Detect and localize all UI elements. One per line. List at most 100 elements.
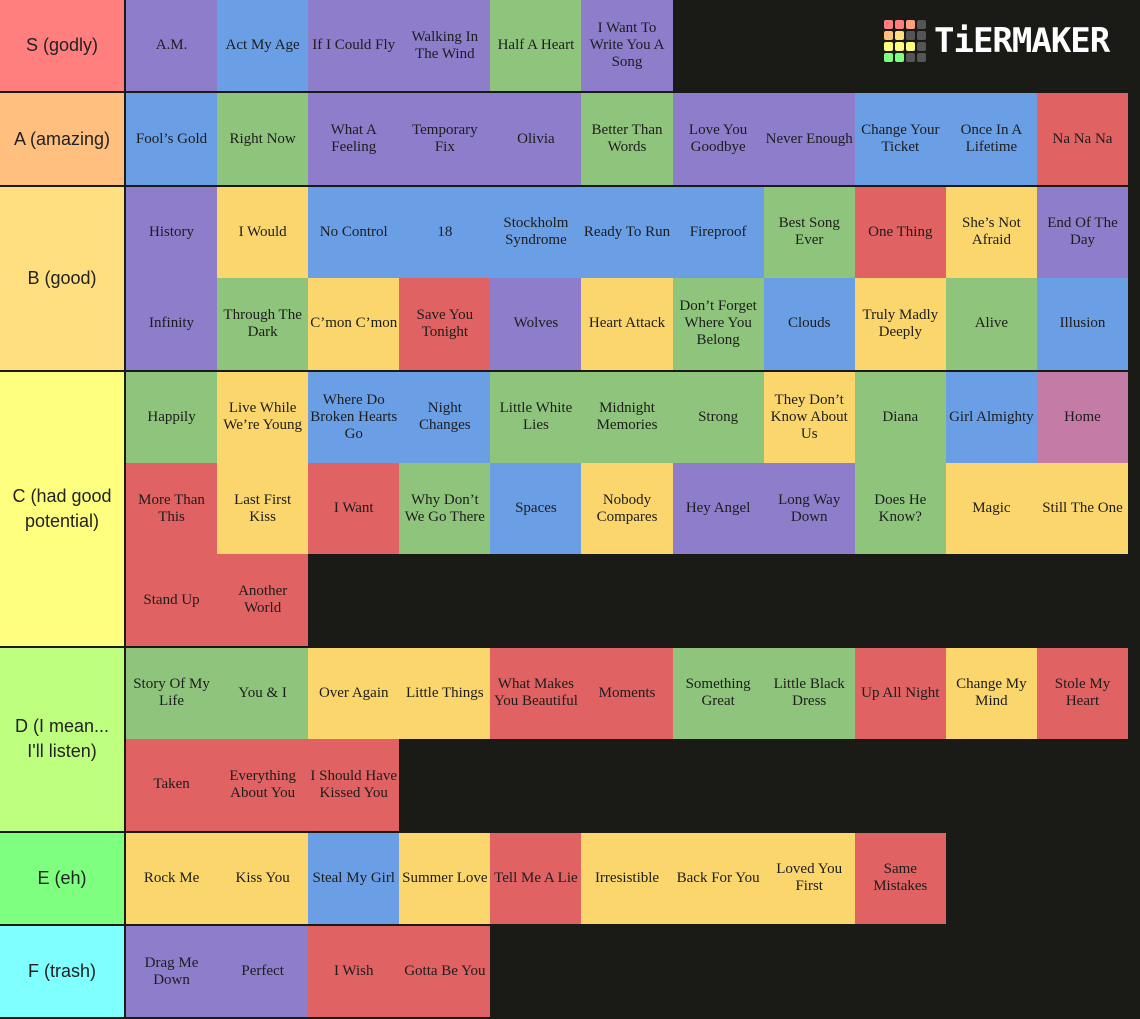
item-card: Diana: [854, 371, 946, 463]
tier-row: E (eh) Rock Me Kiss You Steal My Girl Summer…: [0, 832, 1140, 924]
tier-items: A.M. Act My Age If I Could Fly Walking In T…: [126, 0, 1128, 92]
item-card: Illusion: [1036, 278, 1129, 370]
item-card: Tell Me A Lie: [490, 832, 582, 924]
item-card: Stole My Heart: [1036, 647, 1129, 740]
item-card: Why Don’t We Go There: [399, 462, 491, 555]
item-card: Last First Kiss: [217, 462, 309, 555]
item-card: Irresistible: [581, 832, 673, 924]
logo-icon: [884, 20, 926, 62]
item-card: Ready To Run: [581, 186, 673, 279]
item-card: Long Way Down: [763, 462, 855, 555]
item-card: Girl Almighty: [945, 371, 1037, 463]
item-card: Stand Up: [126, 554, 218, 646]
item-card: Stockholm Syndrome: [490, 186, 582, 279]
item-card: Don’t Forget Where You Belong: [672, 278, 764, 370]
item-card: Little Things: [399, 647, 491, 740]
item-card: Taken: [126, 739, 218, 831]
item-card: Fool’s Gold: [126, 93, 218, 185]
item-card: Up All Night: [854, 647, 946, 740]
tier-label: D (I mean... I'll listen): [0, 647, 124, 831]
item-card: Through The Dark: [217, 278, 309, 370]
item-card: Strong: [672, 371, 764, 463]
item-card: One Thing: [854, 186, 946, 279]
item-card: Act My Age: [217, 0, 309, 92]
item-card: Walking In The Wind: [399, 0, 491, 92]
item-card: Does He Know?: [854, 462, 946, 555]
tier-row: B (good) History I Would No Control 18 Stockh…: [0, 186, 1140, 370]
tier-row: F (trash) Drag Me Down Perfect I Wish Gotta …: [0, 925, 1140, 1018]
item-card: Everything About You: [217, 739, 309, 831]
item-card: Spaces: [490, 462, 582, 555]
item-card: Change My Mind: [945, 647, 1037, 740]
item-card: No Control: [308, 186, 400, 279]
item-card: Temporary Fix: [399, 93, 491, 185]
item-card: Clouds: [763, 278, 855, 370]
item-card: Alive: [945, 278, 1037, 370]
item-card: Best Song Ever: [763, 186, 855, 279]
item-card: Right Now: [217, 93, 309, 185]
item-card: Little Black Dress: [763, 647, 855, 740]
logo-text: TiERMAKER: [934, 21, 1110, 61]
tier-items: Story Of My Life You & I Over Again Little …: [126, 647, 1129, 831]
item-card: I Want: [308, 462, 400, 555]
item-card: Hey Angel: [672, 462, 764, 555]
item-card: Kiss You: [217, 832, 309, 924]
item-card: Back For You: [672, 832, 764, 924]
item-card: I Want To Write You A Song: [581, 0, 673, 92]
item-card: Still The One: [1036, 462, 1129, 555]
tier-row: A (amazing) Fool’s Gold Right Now What A Fe…: [0, 93, 1140, 185]
tier-label: B (good): [0, 186, 124, 370]
item-card: History: [126, 186, 218, 279]
item-card: If I Could Fly: [308, 0, 400, 92]
item-card: Fireproof: [672, 186, 764, 279]
item-card: Live While We’re Young: [217, 371, 309, 463]
item-card: Moments: [581, 647, 673, 740]
item-card: What A Feeling: [308, 93, 400, 185]
item-card: Love You Goodbye: [672, 93, 764, 185]
item-card: Midnight Memories: [581, 371, 673, 463]
item-card: Little White Lies: [490, 371, 582, 463]
item-card: I Should Have Kissed You: [308, 739, 400, 831]
tier-label: C (had good potential): [0, 371, 124, 646]
item-card: 18: [399, 186, 491, 279]
item-card: Save You Tonight: [399, 278, 491, 370]
item-card: I Wish: [308, 925, 400, 1018]
tier-row: S (godly) A.M. Act My Age If I Could Fly Wal…: [0, 0, 1140, 92]
item-card: I Would: [217, 186, 309, 279]
tier-items: Happily Live While We’re Young Where Do Br…: [126, 371, 1129, 646]
item-card: Never Enough: [763, 93, 855, 185]
tier-items: Drag Me Down Perfect I Wish Gotta Be You: [126, 925, 1128, 1018]
item-card: More Than This: [126, 462, 218, 555]
tier-label: A (amazing): [0, 93, 124, 185]
tier-label: E (eh): [0, 832, 124, 924]
tier-items: Fool’s Gold Right Now What A Feeling Tempor…: [126, 93, 1129, 185]
item-card: Rock Me: [126, 832, 218, 924]
item-card: Loved You First: [763, 832, 855, 924]
item-card: Wolves: [490, 278, 582, 370]
item-card: Truly Madly Deeply: [854, 278, 946, 370]
item-card: A.M.: [126, 0, 218, 92]
item-card: Olivia: [490, 93, 582, 185]
item-card: Nobody Compares: [581, 462, 673, 555]
item-card: Magic: [945, 462, 1037, 555]
tier-label: S (godly): [0, 0, 124, 92]
item-card: Half A Heart: [490, 0, 582, 92]
item-card: Gotta Be You: [399, 925, 491, 1018]
item-card: Infinity: [126, 278, 218, 370]
tier-row: C (had good potential) Happily Live While …: [0, 371, 1140, 646]
item-card: You & I: [217, 647, 309, 740]
item-card: Something Great: [672, 647, 764, 740]
item-card: Drag Me Down: [126, 925, 218, 1018]
item-card: Another World: [217, 554, 309, 646]
logo: TiERMAKER: [884, 20, 1110, 62]
item-card: They Don’t Know About Us: [763, 371, 855, 463]
item-card: Happily: [126, 371, 218, 463]
item-card: Better Than Words: [581, 93, 673, 185]
item-card: Once In A Lifetime: [945, 93, 1037, 185]
tier-items: History I Would No Control 18 Stockholm Synd…: [126, 186, 1129, 370]
item-card: C’mon C’mon: [308, 278, 400, 370]
item-card: End Of The Day: [1036, 186, 1129, 279]
tier-items: Rock Me Kiss You Steal My Girl Summer Love T…: [126, 832, 1128, 924]
